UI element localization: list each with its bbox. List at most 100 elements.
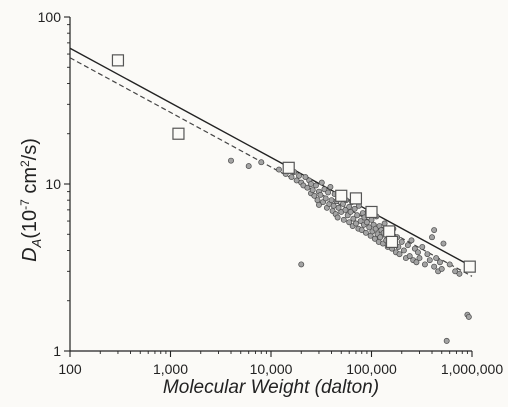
- x-axis-title: Molecular Weight (dalton): [163, 377, 379, 398]
- y-axis-title-exp: -7: [18, 199, 32, 210]
- scatter-point: [398, 238, 405, 245]
- scatter-point: [228, 157, 234, 164]
- scatter-point: [321, 186, 328, 193]
- scatter-point: [377, 234, 384, 241]
- scatter-point: [318, 179, 325, 186]
- scatter-point: [325, 189, 332, 196]
- scatter-point: [440, 240, 447, 247]
- x-tick-label: 1,000,000: [441, 361, 503, 377]
- square-point: [365, 205, 378, 219]
- scatter-point: [340, 216, 347, 223]
- scatter-point: [342, 206, 349, 213]
- scatter-point: [443, 337, 450, 344]
- scatter-point: [413, 259, 420, 266]
- scatter-point: [296, 172, 302, 179]
- square-point: [282, 161, 295, 174]
- scatter-point: [400, 247, 407, 254]
- scatter-point: [350, 215, 357, 222]
- scatter-point: [322, 195, 329, 202]
- scatter-point: [327, 184, 334, 190]
- scatter-point: [452, 268, 459, 275]
- dashed-fit-line: [69, 57, 473, 277]
- scatter-point: [429, 234, 435, 241]
- scatter-points: [228, 157, 472, 344]
- square-points: [111, 54, 476, 273]
- scatter-point: [431, 263, 438, 270]
- scatter-point: [357, 218, 364, 224]
- scatter-point: [415, 249, 421, 256]
- scatter-point: [366, 224, 373, 231]
- scatter-point: [371, 235, 378, 242]
- scatter-point: [298, 261, 305, 268]
- scatter-point: [302, 174, 309, 181]
- y-axis-title-paren: (10: [19, 210, 41, 239]
- y-tick-label: 10: [45, 176, 61, 192]
- scatter-point: [363, 219, 370, 226]
- scatter-point: [317, 191, 324, 198]
- scatter-point: [465, 313, 472, 320]
- x-tick-label: 1,000: [153, 361, 188, 377]
- scatter-point: [335, 204, 342, 211]
- scatter-point: [245, 163, 252, 170]
- scatter-point: [346, 203, 353, 210]
- square-point: [463, 260, 476, 273]
- scatter-point: [258, 159, 265, 166]
- square-point: [349, 192, 363, 205]
- scatter-point: [309, 187, 316, 193]
- square-point: [335, 189, 348, 202]
- scatter-point: [416, 255, 423, 262]
- axis-ticks: [64, 16, 473, 357]
- scatter-point: [456, 270, 463, 277]
- scatter-point: [424, 251, 431, 258]
- scatter-point: [404, 242, 411, 249]
- scatter-point: [351, 205, 358, 212]
- y-axis-title-subscript: A: [29, 239, 44, 249]
- plot-area: [69, 17, 472, 352]
- x-tick-label: 100,000: [346, 361, 397, 377]
- scatter-point: [358, 227, 365, 233]
- y-axis-title-tail: /s): [19, 138, 41, 160]
- scatter-point: [438, 265, 445, 272]
- scatter-point: [446, 261, 453, 268]
- scatter-point: [346, 219, 353, 226]
- scatter-point: [316, 201, 322, 208]
- scatter-point: [304, 184, 311, 191]
- scatter-point: [347, 209, 354, 215]
- scatter-point: [311, 192, 318, 199]
- scatter-point: [334, 214, 341, 221]
- scatter-point: [330, 202, 337, 209]
- y-axis-title-base: D: [19, 247, 41, 261]
- y-axis-title: DA(10-7 cm2/s): [18, 138, 44, 262]
- scatter-point: [406, 253, 413, 260]
- scatter-point: [421, 261, 428, 268]
- square-point: [111, 54, 125, 67]
- y-tick-label: 100: [38, 9, 62, 25]
- scatter-point: [288, 174, 295, 181]
- scatter-point: [352, 220, 359, 227]
- y-tick-label: 1: [53, 343, 61, 359]
- tick-labels: 100 1,000 10,000 100,000 1,000,000 1 10 100: [38, 9, 504, 377]
- scatter-point: [312, 182, 319, 189]
- square-point: [385, 235, 399, 249]
- scatter-point: [437, 259, 443, 266]
- scatter-point: [426, 257, 433, 264]
- solid-fit-line: [69, 47, 473, 268]
- scatter-point: [408, 237, 415, 244]
- scatter-point: [354, 212, 361, 219]
- scatter-point: [328, 197, 335, 204]
- square-point: [172, 127, 185, 140]
- scatter-point: [419, 243, 426, 250]
- scatter-point: [431, 227, 438, 233]
- scatter-point: [362, 229, 369, 236]
- scatter-point: [411, 245, 418, 252]
- square-point: [383, 225, 396, 238]
- y-axis-title-unit-exp: 2: [18, 160, 32, 167]
- scatter-point: [433, 255, 440, 262]
- scatter-point: [396, 251, 403, 258]
- scatter-point: [308, 181, 314, 187]
- scatter-point: [276, 166, 282, 173]
- y-axis-title-unit: cm: [19, 167, 41, 199]
- x-tick-label: 100: [58, 361, 82, 377]
- fit-lines: [69, 47, 473, 277]
